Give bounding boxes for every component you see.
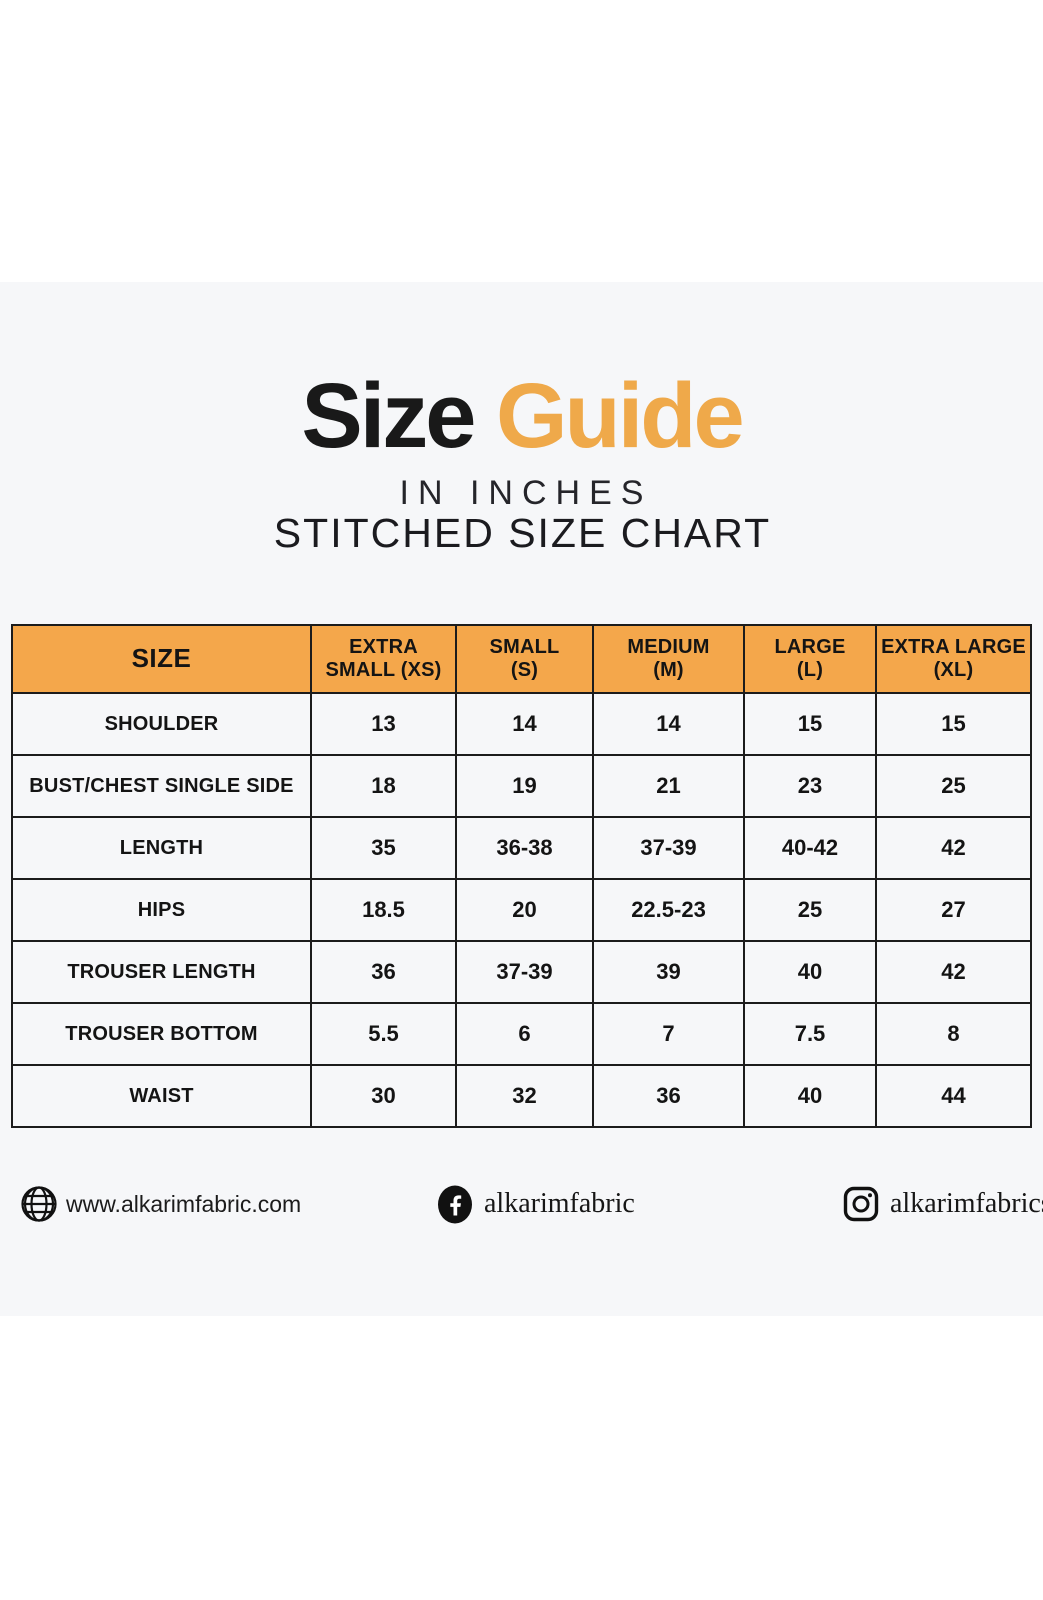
table-cell: 18: [310, 754, 457, 818]
header-cell-small: SMALL (S): [455, 624, 594, 694]
table-cell: 7.5: [743, 1002, 877, 1066]
row-label: BUST/CHEST SINGLE SIDE: [11, 754, 312, 818]
title-word-guide: Guide: [473, 365, 745, 467]
table-cell: 19: [455, 754, 594, 818]
table-header-row: SIZE EXTRA SMALL (XS) SMALL (S) MEDIUM (…: [11, 624, 1032, 694]
table-cell: 14: [592, 692, 745, 756]
table-cell: 27: [875, 878, 1032, 942]
table-cell: 35: [310, 816, 457, 880]
header-cell-extra-small: EXTRA SMALL (XS): [310, 624, 457, 694]
facebook-icon: [438, 1185, 472, 1223]
table-cell: 25: [743, 878, 877, 942]
table-cell: 42: [875, 816, 1032, 880]
table-row-trouser-length: TROUSER LENGTH 36 37-39 39 40 42: [11, 940, 1032, 1004]
table-row-length: LENGTH 35 36-38 37-39 40-42 42: [11, 816, 1032, 880]
content-band: Size Guide IN INCHES STITCHED SIZE CHART…: [0, 282, 1043, 1316]
title-word-size: Size: [301, 365, 476, 467]
table-cell: 37-39: [455, 940, 594, 1004]
header-cell-large: LARGE (L): [743, 624, 877, 694]
table-cell: 21: [592, 754, 745, 818]
page-title: Size Guide: [0, 370, 1043, 462]
table-row-waist: WAIST 30 32 36 40 44: [11, 1064, 1032, 1128]
header-cell-medium: MEDIUM (M): [592, 624, 745, 694]
table-cell: 6: [455, 1002, 594, 1066]
globe-icon: [21, 1186, 57, 1222]
row-label: HIPS: [11, 878, 312, 942]
table-cell: 7: [592, 1002, 745, 1066]
subtitle-stitched-size-chart: STITCHED SIZE CHART: [273, 510, 772, 556]
row-label: LENGTH: [11, 816, 312, 880]
website-url: www.alkarimfabric.com: [66, 1190, 302, 1217]
table-row-trouser-bottom: TROUSER BOTTOM 5.5 6 7 7.5 8: [11, 1002, 1032, 1066]
table-cell: 40: [743, 940, 877, 1004]
table-cell: 22.5-23: [592, 878, 745, 942]
table-cell: 42: [875, 940, 1032, 1004]
table-cell: 13: [310, 692, 457, 756]
table-cell: 25: [875, 754, 1032, 818]
instagram-icon: [843, 1186, 879, 1222]
table-cell: 36: [592, 1064, 745, 1128]
table-cell: 36: [310, 940, 457, 1004]
table-row-bust-chest: BUST/CHEST SINGLE SIDE 18 19 21 23 25: [11, 754, 1032, 818]
table-cell: 8: [875, 1002, 1032, 1066]
table-cell: 14: [455, 692, 594, 756]
table-cell: 23: [743, 754, 877, 818]
website-item: www.alkarimfabric.com: [20, 1183, 301, 1225]
table-row-hips: HIPS 18.5 20 22.5-23 25 27: [11, 878, 1032, 942]
size-chart-table: SIZE EXTRA SMALL (XS) SMALL (S) MEDIUM (…: [11, 624, 1032, 1128]
table-cell: 36-38: [455, 816, 594, 880]
table-cell: 5.5: [310, 1002, 457, 1066]
table-cell: 40: [743, 1064, 877, 1128]
subtitle-in-inches: IN INCHES: [399, 474, 653, 512]
table-cell: 20: [455, 878, 594, 942]
row-label: WAIST: [11, 1064, 312, 1128]
table-cell: 44: [875, 1064, 1032, 1128]
table-cell: 40-42: [743, 816, 877, 880]
header-cell-extra-large: EXTRA LARGE (XL): [875, 624, 1032, 694]
row-label: SHOULDER: [11, 692, 312, 756]
table-cell: 32: [455, 1064, 594, 1128]
table-cell: 15: [875, 692, 1032, 756]
table-cell: 15: [743, 692, 877, 756]
table-cell: 18.5: [310, 878, 457, 942]
facebook-item: alkarimfabric: [437, 1183, 635, 1225]
footer: www.alkarimfabric.com alkarimfabric alka…: [0, 1183, 1043, 1229]
row-label: TROUSER LENGTH: [11, 940, 312, 1004]
row-label: TROUSER BOTTOM: [11, 1002, 312, 1066]
header-cell-size: SIZE: [11, 624, 312, 694]
table-cell: 39: [592, 940, 745, 1004]
instagram-item: alkarimfabrics: [843, 1183, 1043, 1225]
facebook-handle: alkarimfabric: [484, 1188, 635, 1219]
instagram-handle: alkarimfabrics: [890, 1188, 1043, 1219]
table-row-shoulder: SHOULDER 13 14 14 15 15: [11, 692, 1032, 756]
table-cell: 37-39: [592, 816, 745, 880]
table-cell: 30: [310, 1064, 457, 1128]
